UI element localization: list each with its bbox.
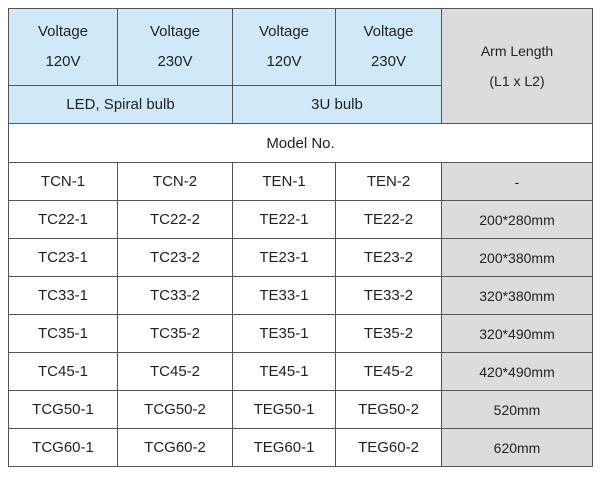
arm-length-cell: 520mm — [441, 390, 593, 429]
arm-length-cell: 620mm — [441, 428, 593, 467]
model-table: Voltage 120V Voltage 230V Voltage 120V Volt… — [8, 8, 593, 467]
model-cell: TCN-1 — [8, 162, 118, 201]
header-text: Voltage — [37, 23, 89, 40]
model-cell: TE45-1 — [232, 352, 336, 391]
model-cell: TC35-1 — [8, 314, 118, 353]
model-cell: TE22-2 — [335, 200, 442, 239]
model-cell: TE35-1 — [232, 314, 336, 353]
model-cell: TCG50-1 — [8, 390, 118, 429]
arm-length-cell: 320*490mm — [441, 314, 593, 353]
model-cell: TC45-2 — [117, 352, 233, 391]
voltage-cell: Voltage 230V — [117, 8, 233, 86]
model-cell: TC23-1 — [8, 238, 118, 277]
model-cell: TC33-2 — [117, 276, 233, 315]
model-cell: TE23-2 — [335, 238, 442, 277]
model-cell: TE23-1 — [232, 238, 336, 277]
model-cell: TE35-2 — [335, 314, 442, 353]
header-text: Voltage — [149, 23, 201, 40]
header-row: Voltage 120V Voltage 230V Voltage 120V Volt… — [8, 8, 593, 124]
model-cell: TCG60-2 — [117, 428, 233, 467]
header-text: (L1 x L2) — [489, 73, 545, 89]
model-cell: TEG50-2 — [335, 390, 442, 429]
model-cell: TEN-1 — [232, 162, 336, 201]
header-text: 120V — [45, 53, 81, 70]
model-cell: TEG60-1 — [232, 428, 336, 467]
model-cell: TE22-1 — [232, 200, 336, 239]
model-cell: TCG60-1 — [8, 428, 118, 467]
voltage-cell: Voltage 120V — [8, 8, 118, 86]
arm-length-cell: 420*490mm — [441, 352, 593, 391]
arm-length-cell: 200*380mm — [441, 238, 593, 277]
model-cell: TEG60-2 — [335, 428, 442, 467]
table-body: Voltage 120V Voltage 230V Voltage 120V Volt… — [8, 8, 593, 467]
model-row: TC45-1 TC45-2 TE45-1 TE45-2 420*490mm — [8, 352, 593, 391]
model-cell: TC22-1 — [8, 200, 118, 239]
model-cell: TC22-2 — [117, 200, 233, 239]
bulb-type-cell: 3U bulb — [232, 85, 442, 124]
model-cell: TEG50-1 — [232, 390, 336, 429]
model-cell: TE45-2 — [335, 352, 442, 391]
model-row: TCG60-1 TCG60-2 TEG60-1 TEG60-2 620mm — [8, 428, 593, 467]
model-cell: TCN-2 — [117, 162, 233, 201]
model-cell: TC45-1 — [8, 352, 118, 391]
model-row: TC33-1 TC33-2 TE33-1 TE33-2 320*380mm — [8, 276, 593, 315]
header-text: 120V — [266, 53, 302, 70]
header-text: 230V — [370, 53, 407, 70]
model-label: Model No. — [8, 123, 593, 163]
model-cell: TE33-1 — [232, 276, 336, 315]
model-label-row: Model No. — [8, 123, 593, 163]
model-cell: TC33-1 — [8, 276, 118, 315]
bulb-type-cell: LED, Spiral bulb — [8, 85, 233, 124]
header-text: Voltage — [258, 23, 310, 40]
header-text: Arm Length — [480, 43, 554, 59]
model-row: TCN-1 TCN-2 TEN-1 TEN-2- — [8, 162, 593, 201]
model-cell: TC35-2 — [117, 314, 233, 353]
model-row: TCG50-1 TCG50-2 TEG50-1 TEG50-2 520mm — [8, 390, 593, 429]
header-text: Voltage — [363, 23, 414, 40]
arm-length-header: Arm Length (L1 x L2) — [441, 8, 593, 124]
voltage-cell: Voltage 120V — [232, 8, 336, 86]
model-cell: TC23-2 — [117, 238, 233, 277]
voltage-cell: Voltage 230V — [335, 8, 442, 86]
arm-length-cell: 200*280mm — [441, 200, 593, 239]
arm-length-cell: - — [441, 162, 593, 201]
model-row: TC23-1 TC23-2 TE23-1 TE23-2 200*380mm — [8, 238, 593, 277]
model-cell: TCG50-2 — [117, 390, 233, 429]
model-row: TC35-1 TC35-2 TE35-1 TE35-2 320*490mm — [8, 314, 593, 353]
bulb-row: LED, Spiral bulb 3U bulb — [8, 85, 593, 124]
header-text: 230V — [157, 53, 193, 70]
arm-length-cell: 320*380mm — [441, 276, 593, 315]
model-cell: TEN-2 — [335, 162, 442, 201]
model-row: TC22-1 TC22-2 TE22-1 TE22-2 200*280mm — [8, 200, 593, 239]
model-cell: TE33-2 — [335, 276, 442, 315]
